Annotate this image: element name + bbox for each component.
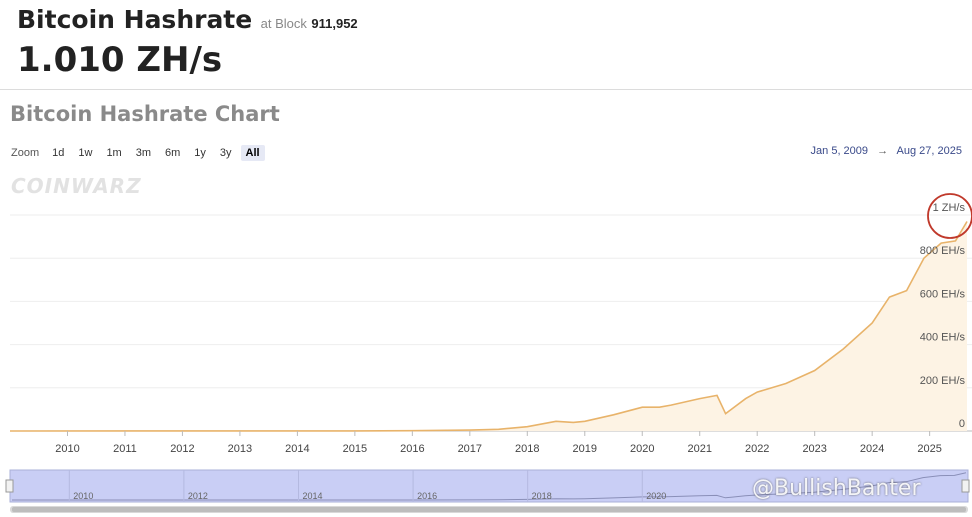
y-tick-label: 1 ZH/s xyxy=(933,202,966,214)
navigator-left-handle xyxy=(5,479,14,493)
navigator-tick-label: 2016 xyxy=(417,491,437,501)
highlight-circle xyxy=(927,193,972,239)
zoom-1d-button[interactable]: 1d xyxy=(52,147,65,159)
x-tick-label: 2010 xyxy=(55,443,79,455)
x-tick-label: 2024 xyxy=(860,443,884,455)
range-arrow-icon: → xyxy=(877,145,889,157)
navigator-tick-label: 2012 xyxy=(188,491,208,501)
y-tick-label: 800 EH/s xyxy=(920,245,966,257)
page-title: Bitcoin Hashrate xyxy=(17,5,253,34)
series-line xyxy=(9,221,968,432)
x-tick-label: 2011 xyxy=(113,443,137,455)
y-tick-label: 200 EH/s xyxy=(920,375,966,387)
navigator-tick-label: 2018 xyxy=(532,491,552,501)
navigator-right-handle xyxy=(961,479,970,493)
at-block-label: at Block xyxy=(260,16,307,31)
zoom-3y-button[interactable]: 3y xyxy=(219,147,232,159)
y-tick-label: 0 xyxy=(959,418,965,430)
zoom-all-button[interactable]: All xyxy=(240,145,265,161)
header: Bitcoin Hashrate at Block 911,952 1.010 … xyxy=(0,0,972,90)
navigator-tick-label: 2014 xyxy=(302,491,322,501)
x-tick-label: 2025 xyxy=(917,443,941,455)
x-tick-label: 2022 xyxy=(745,443,769,455)
x-tick-label: 2021 xyxy=(687,443,711,455)
zoom-label: Zoom xyxy=(11,147,40,159)
scrollbar-thumb xyxy=(12,507,966,512)
x-tick-label: 2020 xyxy=(630,443,654,455)
navigator-tick-label: 2010 xyxy=(73,491,93,501)
x-tick-label: 2015 xyxy=(343,443,367,455)
zoom-1y-button[interactable]: 1y xyxy=(194,147,206,159)
current-hashrate-value: 1.010 ZH/s xyxy=(17,40,223,80)
zoom-3m-button[interactable]: 3m xyxy=(135,147,151,159)
zoom-6m-button[interactable]: 6m xyxy=(165,147,181,159)
x-tick-label: 2012 xyxy=(170,443,194,455)
series-fill xyxy=(10,221,967,431)
zoom-1m-button[interactable]: 1m xyxy=(106,147,122,159)
y-tick-label: 400 EH/s xyxy=(920,332,966,344)
y-axis-labels: 0 200 EH/s 400 EH/s 600 EH/s 800 EH/s 1 ZH/s xyxy=(920,202,966,430)
range-end-date[interactable]: Aug 27, 2025 xyxy=(896,145,962,157)
navigator[interactable]: 2010 2012 2014 2016 2018 2020 xyxy=(5,469,970,513)
x-tick-label: 2013 xyxy=(228,443,252,455)
x-tick-label: 2018 xyxy=(515,443,539,455)
x-tick-label: 2019 xyxy=(573,443,597,455)
date-range: Jan 5, 2009 → Aug 27, 2025 xyxy=(811,145,962,157)
title-row: Bitcoin Hashrate at Block 911,952 xyxy=(17,5,358,34)
zoom-controls: Zoom 1d 1w 1m 3m 6m 1y 3y All xyxy=(11,144,269,162)
zoom-1w-button[interactable]: 1w xyxy=(78,147,93,159)
block-number: 911,952 xyxy=(311,16,358,31)
coinwarz-logo: COINWARZ xyxy=(11,174,142,198)
x-tick-label: 2014 xyxy=(285,443,309,455)
series-area xyxy=(9,221,968,432)
x-tick-label: 2016 xyxy=(400,443,424,455)
highlight-annotation xyxy=(927,193,972,239)
watermark-text: @BullishBanter xyxy=(752,476,921,501)
x-tick-label: 2017 xyxy=(458,443,482,455)
navigator-series-line xyxy=(12,472,967,501)
chart-title: Bitcoin Hashrate Chart xyxy=(10,102,280,126)
x-tick-label: 2023 xyxy=(802,443,826,455)
x-axis-labels: 2010 2011 2012 2013 2014 2015 2016 2017 2018 2019… xyxy=(55,431,942,455)
range-start-date[interactable]: Jan 5, 2009 xyxy=(810,145,869,157)
y-tick-label: 600 EH/s xyxy=(920,288,966,300)
navigator-tick-label: 2020 xyxy=(646,491,666,501)
